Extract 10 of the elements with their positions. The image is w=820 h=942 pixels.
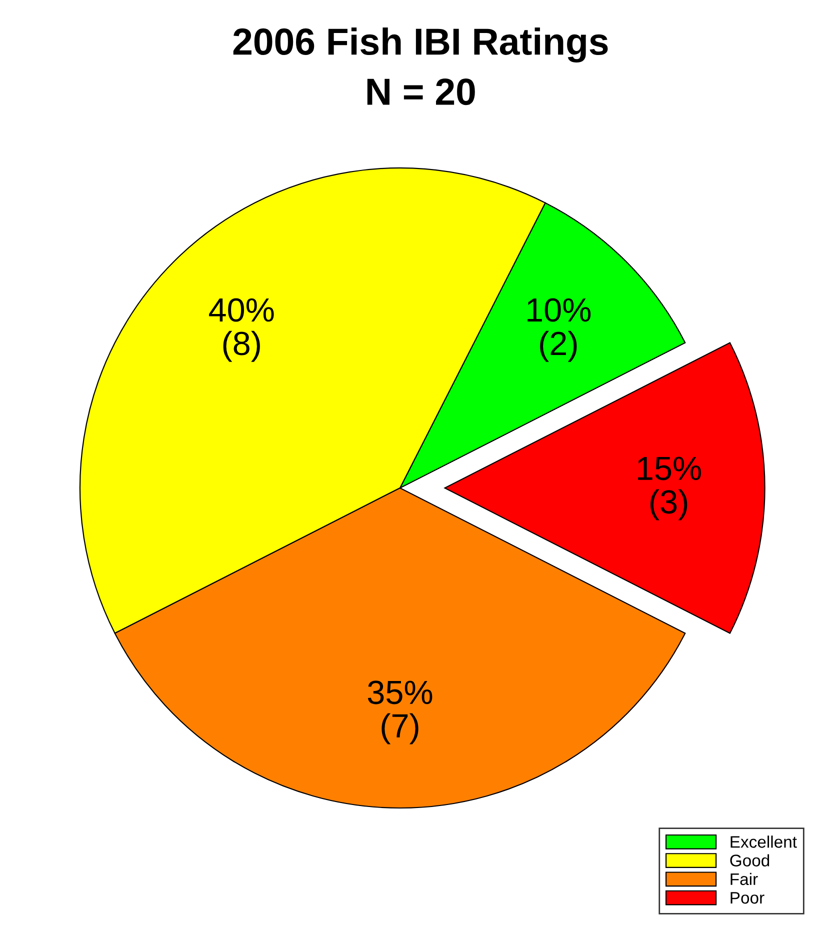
data-label: 35% (7) — [368, 680, 432, 744]
data-label: 10% (2) — [528, 298, 591, 362]
legend-label: Good — [730, 854, 770, 866]
legend-label: Poor — [730, 892, 764, 904]
chart-subtitle: N = 20 — [367, 78, 475, 106]
legend-label: Excellent — [730, 836, 797, 848]
data-label: 40% (8) — [209, 298, 274, 362]
legend-label: Fair — [730, 872, 758, 886]
data-label: 15% (3) — [638, 456, 701, 520]
chart-title: 2006 Fish IBI Ratings — [233, 27, 608, 63]
